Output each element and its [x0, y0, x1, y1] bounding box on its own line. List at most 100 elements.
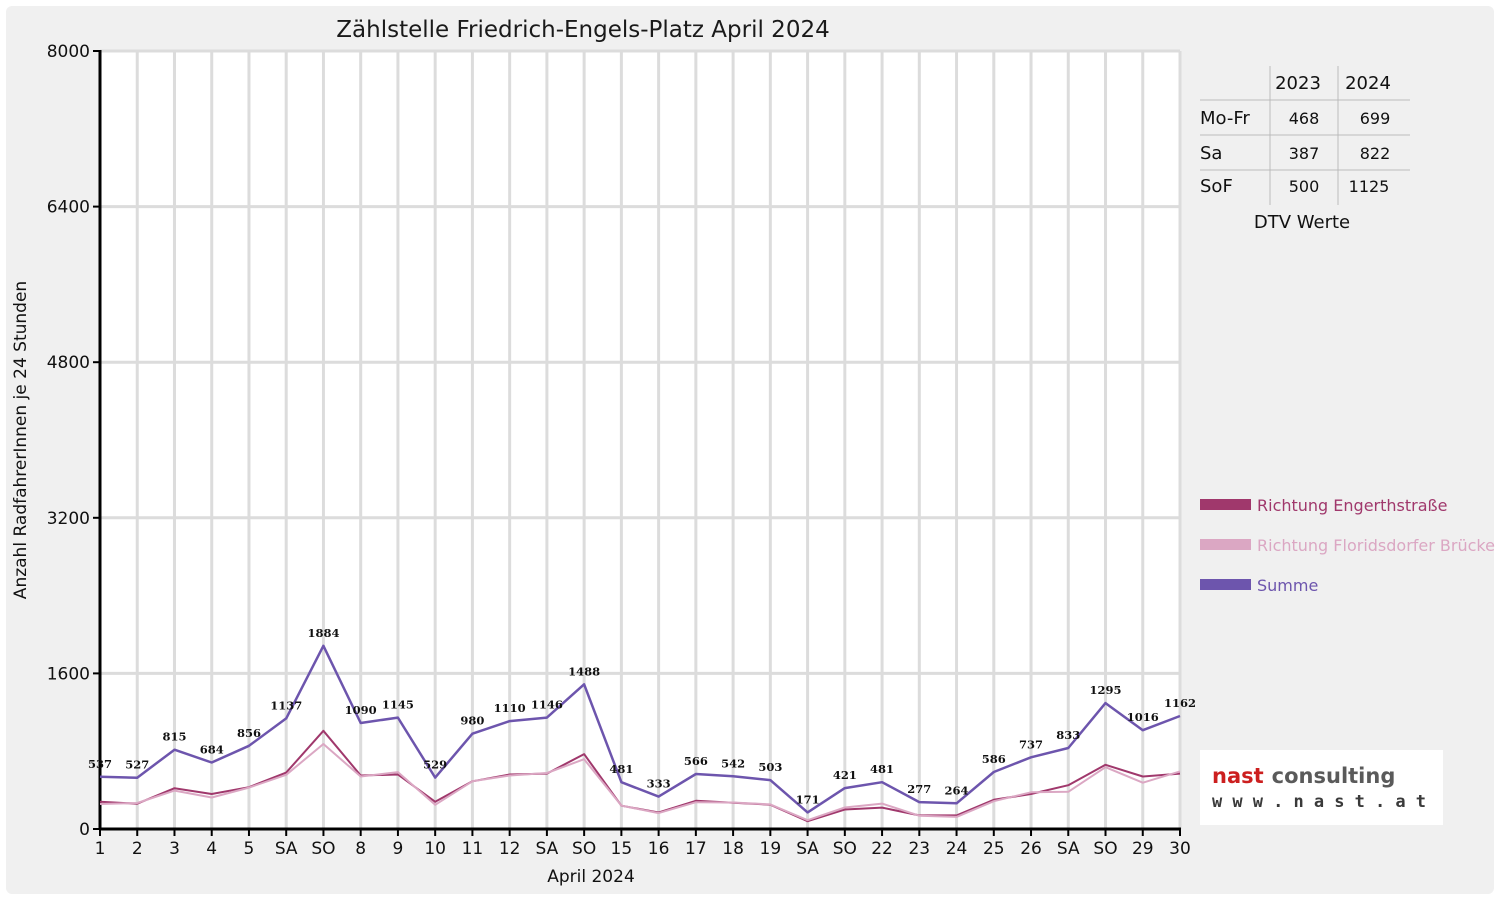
dtv-cell: 468 — [1289, 109, 1320, 128]
data-label: 684 — [200, 742, 224, 756]
legend-swatch — [1200, 579, 1251, 590]
x-tick-label: 1 — [95, 839, 106, 859]
x-tick-label: 24 — [946, 839, 968, 859]
data-label: 421 — [833, 768, 857, 782]
dtv-cell: 387 — [1289, 144, 1320, 163]
grid — [100, 49, 1182, 829]
logo-word-consulting: consulting — [1272, 764, 1396, 788]
x-tick-label: 23 — [908, 839, 930, 859]
x-tick-label: 18 — [722, 839, 744, 859]
dtv-col-2023: 2023 — [1275, 73, 1321, 94]
data-label: 527 — [125, 758, 149, 772]
dtv-row-label: SoF — [1200, 176, 1233, 197]
plot-area — [100, 51, 1180, 829]
x-tick-label: 2 — [132, 839, 143, 859]
x-tick-label: 19 — [760, 839, 782, 859]
axes — [98, 50, 1181, 831]
data-label: 481 — [609, 762, 633, 776]
dtv-table: 2023 2024 Mo-Fr 468 699 Sa 387 822 SoF 5… — [1200, 66, 1410, 233]
data-label: 481 — [870, 762, 894, 776]
data-label: 333 — [647, 777, 671, 791]
x-tick-label: 10 — [424, 839, 446, 859]
dtv-cell: 822 — [1360, 144, 1391, 163]
data-label: 566 — [684, 754, 708, 768]
data-label: 171 — [796, 792, 820, 806]
x-tick-label: 17 — [685, 839, 707, 859]
legend-label: Richtung Engerthstraße — [1257, 496, 1447, 515]
x-tick-label: 3 — [169, 839, 180, 859]
dtv-cell: 699 — [1360, 109, 1391, 128]
data-label: 542 — [721, 756, 745, 770]
data-label: 833 — [1056, 728, 1080, 742]
x-tick-label: SO — [572, 839, 596, 859]
x-tick-label: SA — [796, 839, 819, 859]
logo-word-nast: nast — [1212, 764, 1264, 788]
x-axis-label: April 2024 — [547, 867, 635, 887]
data-label: 586 — [982, 752, 1006, 766]
series-lines — [99, 644, 1181, 823]
x-tick-label: 12 — [499, 839, 521, 859]
y-tick-label: 3200 — [47, 509, 90, 529]
x-tick-label: SA — [275, 839, 298, 859]
data-label: 277 — [907, 782, 931, 796]
y-axis-ticks: 0 1600 3200 4800 6400 8000 — [47, 42, 100, 840]
legend-swatch — [1200, 539, 1251, 550]
legend-label: Richtung Floridsdorfer Brücke — [1257, 536, 1495, 555]
x-axis-ticks: 1 2 3 4 5 SA SO 8 9 10 11 12 SA SO 15 16 17 18 19 SA SO 22 23 2… — [95, 829, 1191, 859]
x-tick-label: 4 — [206, 839, 217, 859]
dtv-cell: 1125 — [1349, 177, 1390, 196]
data-label: 1137 — [270, 698, 302, 712]
nast-consulting-logo: nast consulting www.nast.at — [1200, 750, 1443, 825]
data-label: 815 — [162, 730, 186, 744]
data-label: 1488 — [568, 664, 600, 678]
y-tick-label: 6400 — [47, 198, 90, 218]
x-tick-label: SO — [311, 839, 335, 859]
x-tick-label: 30 — [1169, 839, 1191, 859]
data-label: 503 — [758, 760, 782, 774]
x-tick-label: 25 — [983, 839, 1005, 859]
logo-wordmark: nast consulting — [1212, 764, 1395, 788]
y-tick-label: 0 — [79, 820, 90, 840]
y-tick-label: 1600 — [47, 664, 90, 684]
y-axis-label: Anzahl RadfahrerInnen je 24 Stunden — [11, 281, 31, 599]
data-label: 529 — [423, 758, 447, 772]
data-label: 1295 — [1090, 683, 1122, 697]
x-tick-label: 16 — [648, 839, 670, 859]
chart-title: Zählstelle Friedrich-Engels-Platz April … — [336, 17, 829, 43]
data-label: 1110 — [494, 701, 526, 715]
data-label: 1090 — [345, 703, 377, 717]
dtv-caption: DTV Werte — [1254, 212, 1350, 233]
data-label: 1884 — [307, 626, 339, 640]
data-label: 737 — [1019, 737, 1043, 751]
y-tick-label: 8000 — [47, 42, 90, 62]
legend-label: Summe — [1257, 576, 1318, 595]
y-tick-label: 4800 — [47, 353, 90, 373]
data-label: 537 — [88, 757, 112, 771]
data-labels: 537 527 815 684 856 1137 1884 1090 1145 529 980 111… — [88, 626, 1196, 807]
data-label: 1162 — [1164, 696, 1196, 710]
x-tick-label: 29 — [1132, 839, 1154, 859]
series-line-2 — [99, 743, 1181, 822]
x-tick-label: SO — [833, 839, 857, 859]
x-tick-label: 8 — [355, 839, 366, 859]
x-tick-label: SA — [536, 839, 559, 859]
dtv-row-label: Sa — [1200, 143, 1222, 164]
x-tick-label: 9 — [393, 839, 404, 859]
data-label: 856 — [237, 726, 261, 740]
x-tick-label: 26 — [1020, 839, 1042, 859]
x-tick-label: SA — [1057, 839, 1080, 859]
legend-swatch — [1200, 499, 1251, 510]
x-tick-label: 22 — [871, 839, 893, 859]
dtv-row-label: Mo-Fr — [1200, 108, 1250, 129]
series-line-3 — [99, 644, 1181, 814]
data-label: 264 — [945, 783, 969, 797]
x-tick-label: SO — [1093, 839, 1117, 859]
data-label: 1146 — [531, 698, 563, 712]
logo-background — [1200, 750, 1443, 825]
x-tick-label: 5 — [244, 839, 255, 859]
x-tick-label: 11 — [462, 839, 484, 859]
dtv-cell: 500 — [1289, 177, 1320, 196]
dtv-col-2024: 2024 — [1345, 73, 1391, 94]
legend: Richtung Engerthstraße Richtung Floridsdo… — [1200, 496, 1495, 595]
